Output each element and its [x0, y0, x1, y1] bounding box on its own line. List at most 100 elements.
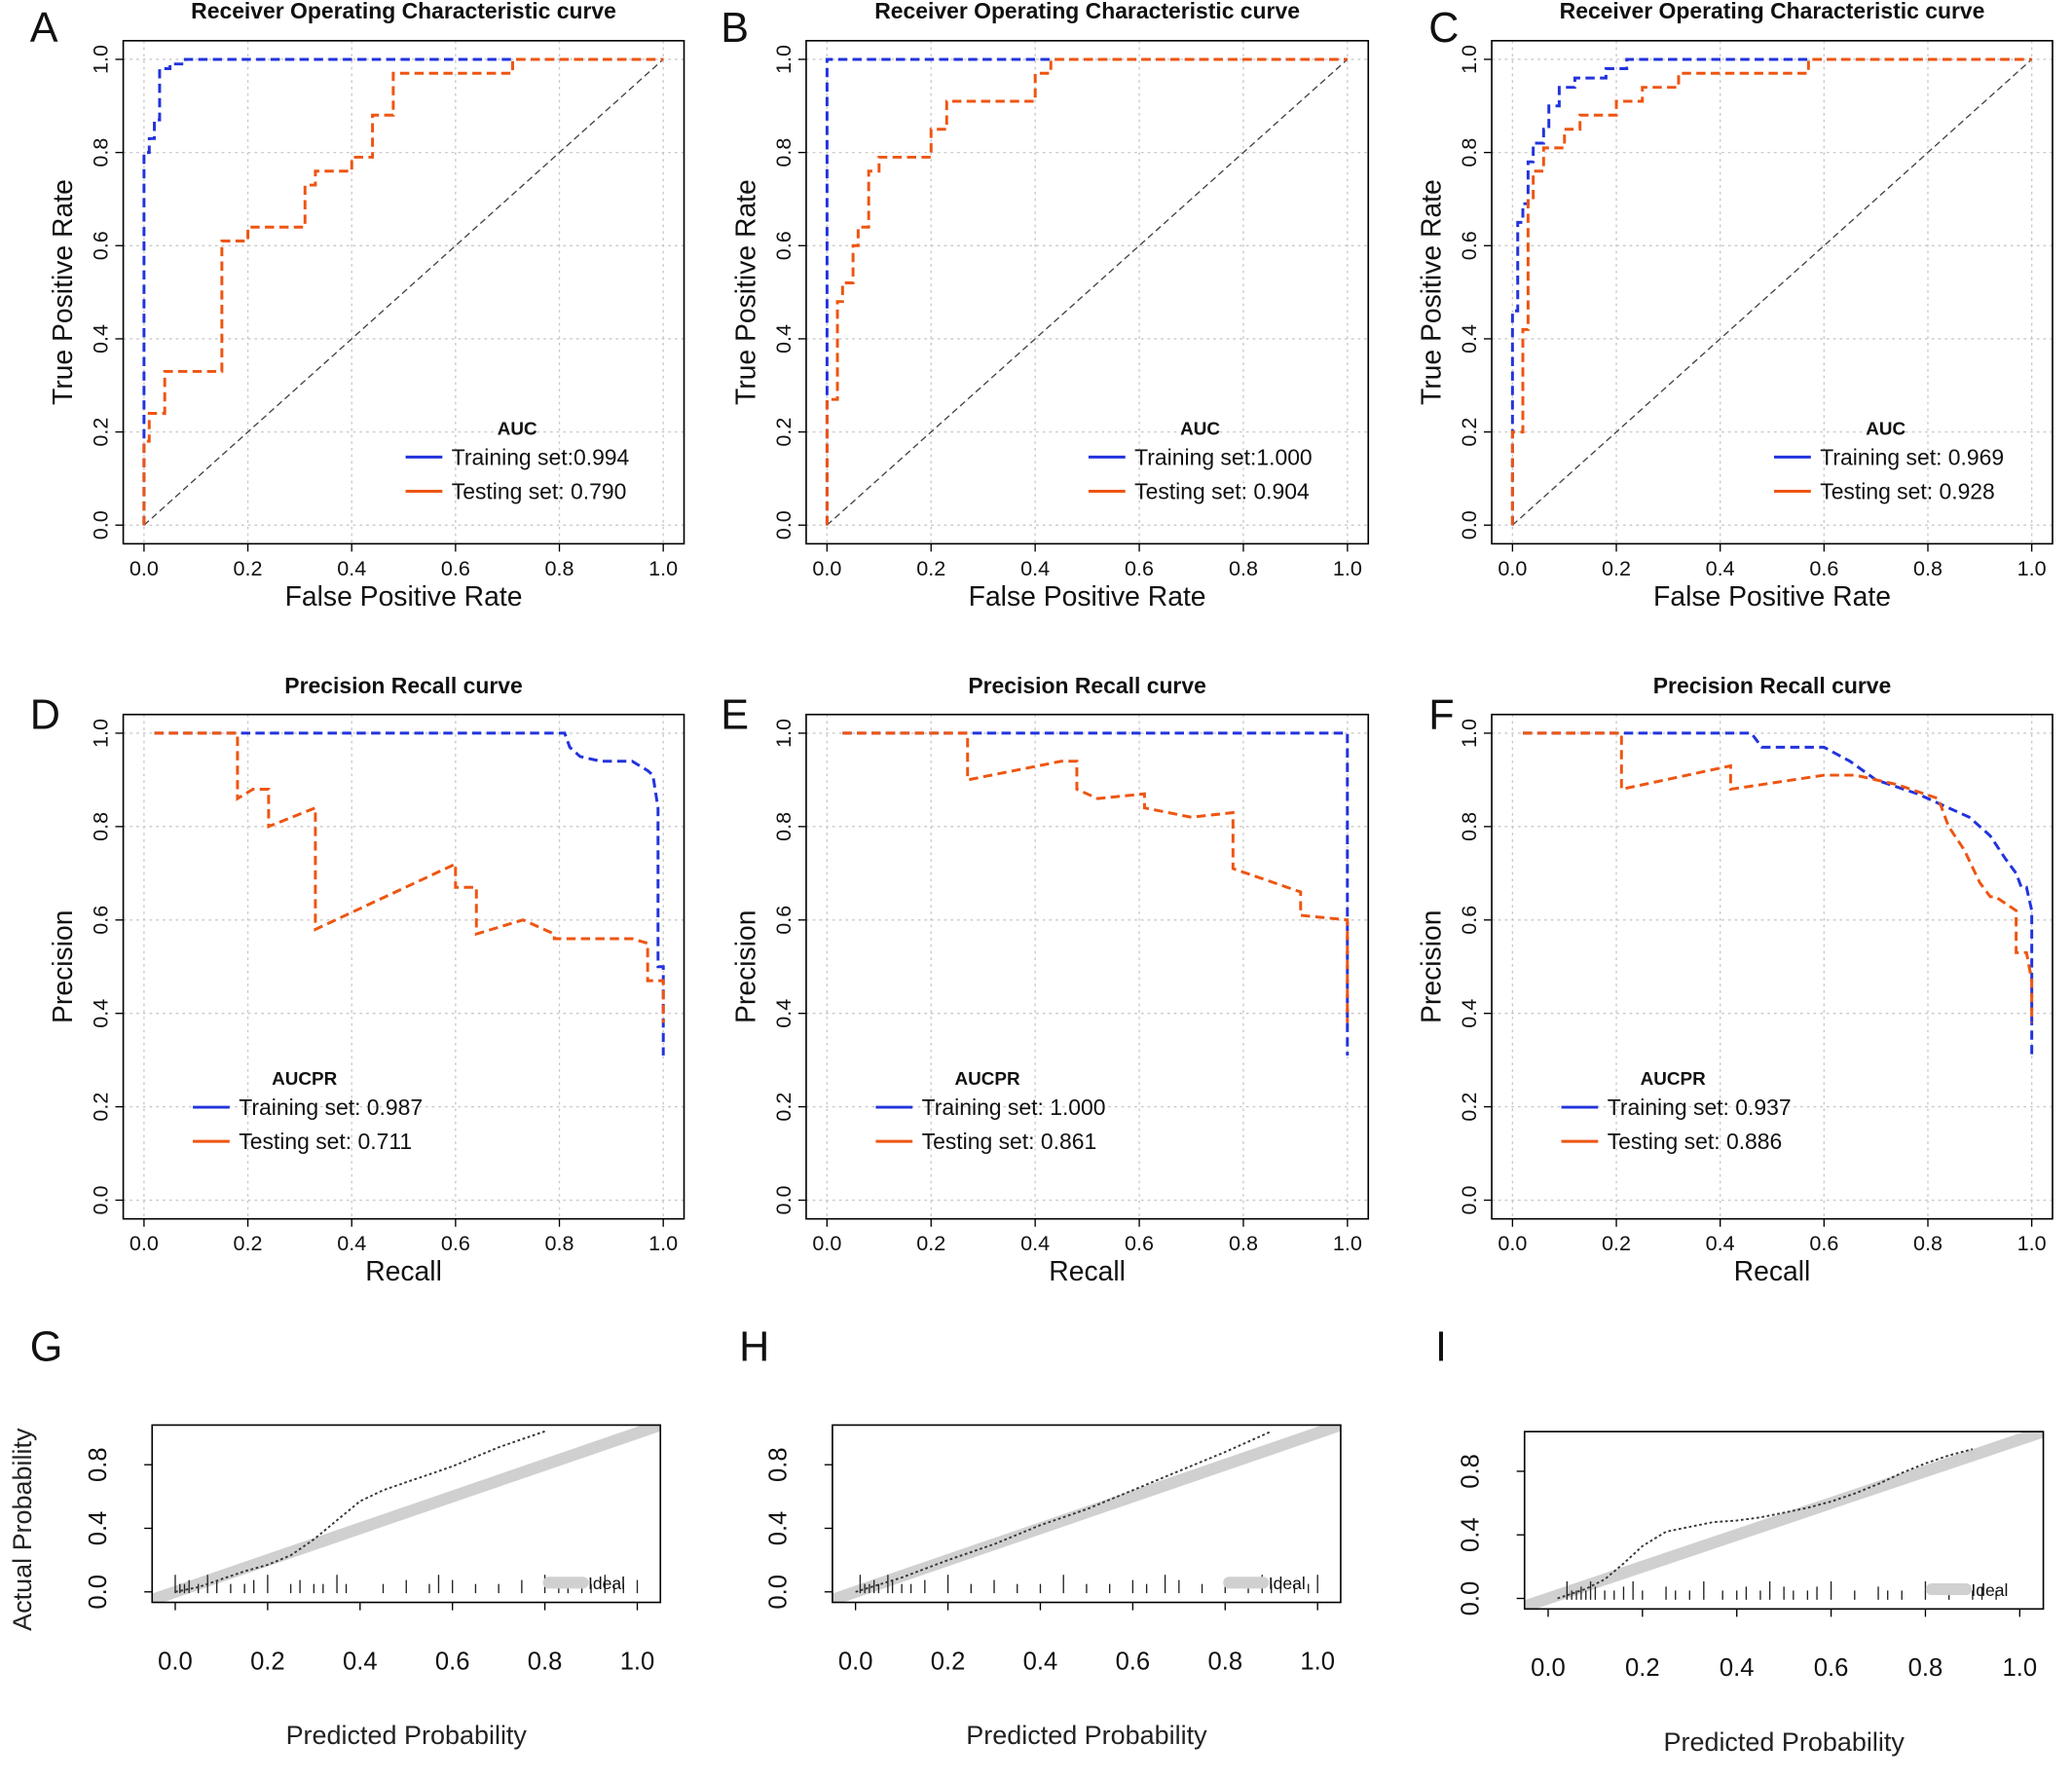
y-tick-label: 1.0 — [771, 45, 796, 74]
x-axis-label: Predicted Probability — [966, 1721, 1207, 1750]
chart-title: Receiver Operating Characteristic curve — [191, 0, 616, 23]
x-tick-label: 0.8 — [545, 556, 574, 580]
y-tick-label: 0.4 — [88, 999, 112, 1028]
y-axis-label: Precision — [1416, 910, 1447, 1023]
ideal-calibration-line — [1524, 1431, 2044, 1610]
x-tick-label: 1.0 — [2017, 556, 2047, 580]
x-tick-label: 0.4 — [1020, 556, 1050, 580]
panel-letter: E — [721, 692, 749, 739]
legend-testing-label: Testing set: 0.928 — [1820, 479, 1995, 504]
y-tick-label: 0.6 — [88, 906, 112, 935]
panel-letter: G — [30, 1323, 63, 1370]
y-tick-label: 0.2 — [1457, 418, 1481, 447]
plot-frame — [832, 1424, 1342, 1604]
x-tick-label: 0.2 — [1602, 556, 1631, 580]
y-tick-label: 0.6 — [88, 231, 112, 260]
x-tick-label: 0.8 — [1229, 1231, 1258, 1255]
y-axis-label: Precision — [730, 910, 761, 1023]
ideal-calibration-line — [832, 1425, 1341, 1603]
series-testing-line — [142, 57, 664, 526]
x-tick-label: 0.2 — [250, 1648, 285, 1675]
panel-c-chart: 0.0 0.0 0.2 0.2 0.4 0.4 0.6 0.6 0.8 0.8 1.0 1.0 Rece… — [1416, 0, 2054, 612]
x-tick-label: 0.0 — [130, 556, 159, 580]
y-axis-label: Precision — [48, 910, 79, 1023]
x-tick-label: 0.6 — [1125, 556, 1154, 580]
x-tick-label: 1.0 — [1333, 556, 1362, 580]
y-tick-label: 0.0 — [88, 1186, 112, 1215]
y-tick-label: 0.4 — [771, 324, 796, 353]
panel-letter: A — [30, 5, 58, 52]
chart-title: Precision Recall curve — [968, 673, 1205, 698]
y-axis-label: True Positive Rate — [1416, 179, 1447, 405]
y-tick-label: 0.8 — [1457, 138, 1481, 167]
y-axis-label: True Positive Rate — [48, 179, 79, 405]
x-tick-label: 0.8 — [1908, 1654, 1943, 1682]
x-tick-label: 0.6 — [441, 556, 470, 580]
y-tick-label: 0.0 — [1458, 1581, 1485, 1616]
apparent-calibration-curve — [855, 1430, 1273, 1593]
panel-letter: I — [1435, 1323, 1447, 1370]
x-tick-label: 0.4 — [1706, 556, 1735, 580]
series-training-line — [1510, 57, 2032, 526]
x-tick-label: 0.8 — [1913, 556, 1942, 580]
series-training-line — [142, 57, 664, 526]
plot-frame — [1523, 1430, 2045, 1611]
legend-ideal-label: Ideal — [588, 1574, 625, 1593]
y-tick-label: 0.0 — [771, 510, 796, 539]
x-tick-label: 0.4 — [337, 1231, 366, 1255]
legend-training-label: Training set: 1.000 — [922, 1095, 1106, 1120]
panel-d-chart: 0.0 0.0 0.2 0.2 0.4 0.4 0.6 0.6 0.8 0.8 1.0 1.0 Prec… — [48, 673, 685, 1287]
series-testing-line — [154, 731, 665, 1023]
x-axis-label: Recall — [365, 1256, 442, 1287]
y-tick-label: 0.0 — [1457, 1186, 1481, 1215]
y-tick-label: 0.8 — [88, 812, 112, 841]
x-tick-label: 0.6 — [1809, 1231, 1838, 1255]
x-tick-label: 0.0 — [158, 1648, 193, 1675]
panel-f-chart: 0.0 0.0 0.2 0.2 0.4 0.4 0.6 0.6 0.8 0.8 1.0 1.0 Prec… — [1416, 673, 2054, 1287]
x-axis-label: Predicted Probability — [286, 1721, 528, 1750]
diagonal-reference-line — [826, 58, 1349, 526]
series-testing-line — [1523, 731, 2034, 1023]
y-tick-label: 0.8 — [85, 1447, 112, 1482]
legend-testing-label: Testing set: 0.711 — [239, 1129, 412, 1154]
plot-frame — [805, 40, 1370, 545]
series-testing-line — [825, 57, 1348, 526]
x-tick-label: 0.2 — [234, 1231, 263, 1255]
panel-i-chart: Ideal 0.0 0.2 0.4 0.6 0.8 1.0 0.0 0.4 0.8 Predicte… — [1458, 1430, 2045, 1757]
x-tick-label: 0.0 — [812, 1231, 841, 1255]
x-tick-label: 1.0 — [1300, 1648, 1335, 1675]
x-tick-label: 0.6 — [1125, 1231, 1154, 1255]
legend-ideal-label: Ideal — [1269, 1574, 1306, 1593]
x-tick-label: 0.8 — [528, 1648, 563, 1675]
x-tick-label: 0.0 — [130, 1231, 159, 1255]
plot-frame — [151, 1424, 662, 1604]
y-tick-label: 0.6 — [1457, 906, 1481, 935]
legend-testing-label: Testing set: 0.886 — [1608, 1129, 1783, 1154]
x-axis-label: False Positive Rate — [285, 581, 523, 612]
y-tick-label: 0.8 — [1457, 812, 1481, 841]
y-tick-label: 0.0 — [85, 1575, 112, 1610]
plot-frame — [1491, 713, 2054, 1220]
y-tick-label: 0.4 — [771, 999, 796, 1028]
x-tick-label: 0.4 — [1706, 1231, 1735, 1255]
legend-training-label: Training set: 0.937 — [1608, 1095, 1792, 1120]
x-tick-label: 0.6 — [1814, 1654, 1849, 1682]
series-training-line — [154, 731, 665, 1056]
legend-testing-label: Testing set: 0.904 — [1134, 479, 1310, 504]
legend-testing-label: Testing set: 0.790 — [452, 479, 627, 504]
x-tick-label: 0.2 — [916, 556, 945, 580]
panel-h-chart: Ideal 0.0 0.2 0.4 0.6 0.8 1.0 0.0 0.4 0.8 Predicte… — [765, 1424, 1342, 1750]
x-tick-label: 0.2 — [916, 1231, 945, 1255]
panel-e-chart: 0.0 0.0 0.2 0.2 0.4 0.4 0.6 0.6 0.8 0.8 1.0 1.0 Prec… — [730, 673, 1370, 1287]
x-tick-label: 0.8 — [545, 1231, 574, 1255]
y-tick-label: 0.8 — [88, 138, 112, 167]
y-tick-label: 1.0 — [771, 719, 796, 748]
panel-letter: C — [1428, 5, 1459, 52]
y-axis-label: True Positive Rate — [730, 179, 761, 405]
x-tick-label: 1.0 — [648, 556, 678, 580]
y-tick-label: 0.0 — [1457, 510, 1481, 539]
x-tick-label: 0.6 — [435, 1648, 470, 1675]
x-tick-label: 0.4 — [1023, 1648, 1058, 1675]
legend-title: AUCPR — [955, 1069, 1020, 1090]
